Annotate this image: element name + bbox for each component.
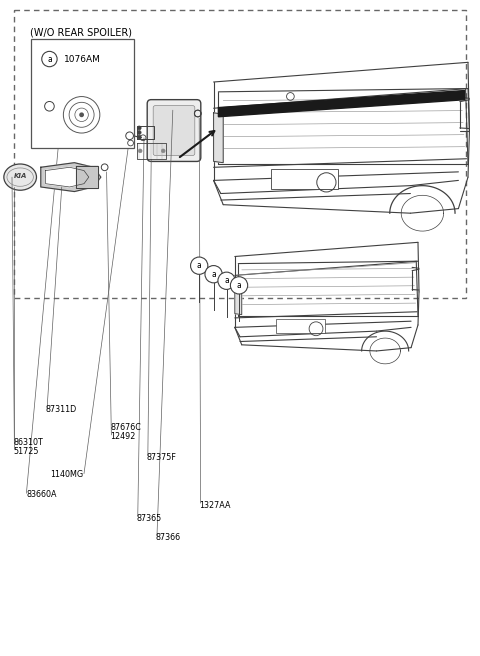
- Text: a: a: [237, 281, 241, 290]
- Text: 87311D: 87311D: [46, 405, 77, 415]
- Bar: [276, 319, 324, 333]
- Text: 87676C: 87676C: [110, 423, 141, 432]
- Text: 51725: 51725: [13, 447, 39, 456]
- Text: 1327AA: 1327AA: [199, 501, 231, 510]
- Circle shape: [218, 272, 235, 289]
- Circle shape: [205, 266, 222, 283]
- Ellipse shape: [4, 164, 36, 190]
- Text: KIA: KIA: [13, 173, 27, 179]
- Circle shape: [79, 112, 84, 117]
- Circle shape: [42, 51, 57, 67]
- Polygon shape: [218, 91, 465, 117]
- Text: a: a: [197, 261, 202, 270]
- Text: 1076AM: 1076AM: [64, 54, 101, 64]
- Polygon shape: [235, 279, 242, 315]
- Text: 86310T: 86310T: [13, 438, 43, 447]
- Bar: [271, 169, 338, 189]
- Circle shape: [230, 277, 248, 294]
- Bar: [31, 39, 134, 148]
- Text: 87366: 87366: [156, 533, 181, 543]
- Bar: [14, 10, 466, 298]
- Text: 1140MG: 1140MG: [50, 470, 84, 480]
- Text: 83660A: 83660A: [26, 490, 57, 499]
- Text: 12492: 12492: [110, 432, 136, 441]
- Polygon shape: [41, 163, 101, 192]
- FancyBboxPatch shape: [153, 106, 195, 155]
- Text: a: a: [47, 54, 52, 64]
- Polygon shape: [76, 166, 98, 188]
- Circle shape: [161, 149, 165, 153]
- Text: 87365: 87365: [137, 514, 162, 523]
- Circle shape: [138, 149, 142, 153]
- Text: 87375F: 87375F: [146, 453, 176, 462]
- Circle shape: [137, 135, 141, 139]
- Text: a: a: [211, 270, 216, 279]
- Circle shape: [137, 126, 141, 130]
- Polygon shape: [46, 167, 89, 187]
- Text: a: a: [224, 276, 229, 285]
- Text: (W/O REAR SPOILER): (W/O REAR SPOILER): [30, 28, 132, 38]
- Circle shape: [191, 257, 208, 274]
- FancyBboxPatch shape: [147, 100, 201, 161]
- Polygon shape: [84, 118, 108, 136]
- Circle shape: [137, 131, 141, 134]
- Polygon shape: [214, 113, 223, 163]
